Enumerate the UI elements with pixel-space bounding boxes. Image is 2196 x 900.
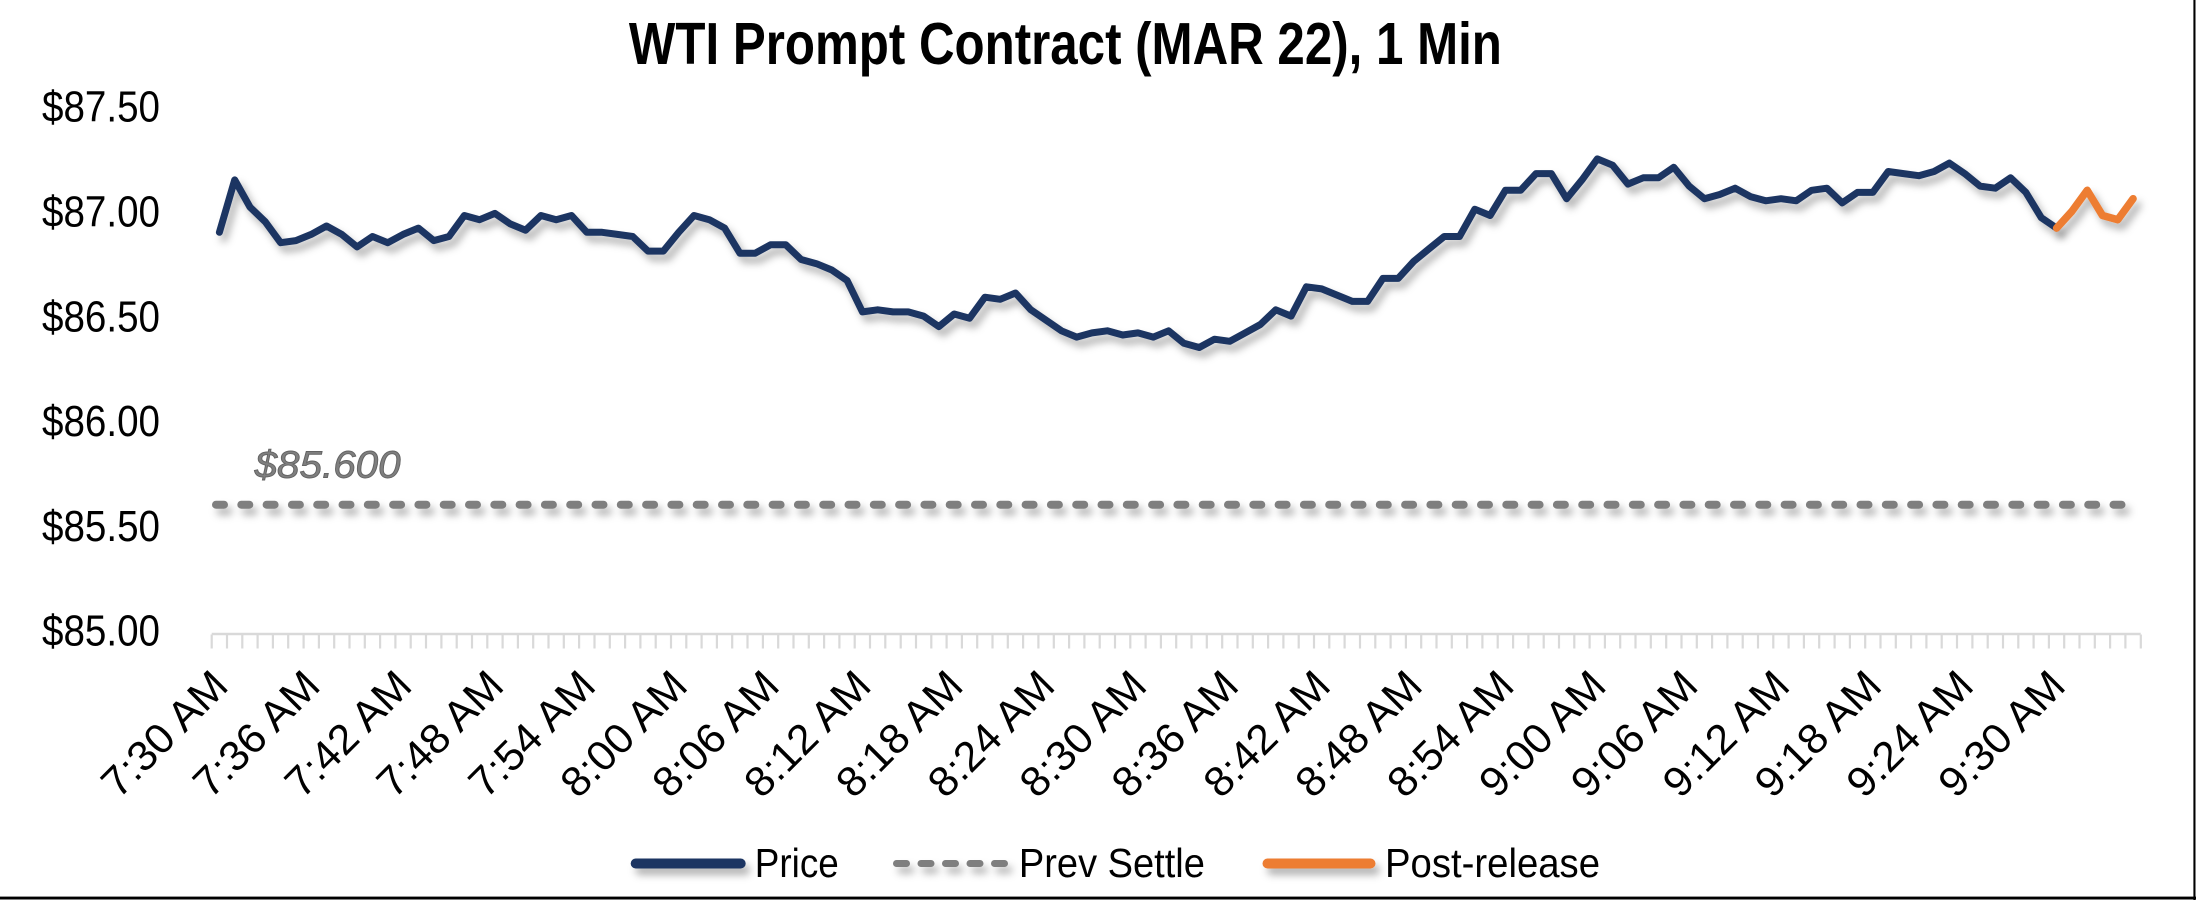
svg-text:$85.600: $85.600 bbox=[254, 445, 401, 487]
svg-text:WTI Prompt Contract (MAR 22),: WTI Prompt Contract (MAR 22), 1 Min bbox=[629, 11, 1502, 77]
svg-text:$87.50: $87.50 bbox=[42, 83, 160, 132]
svg-text:Price: Price bbox=[755, 840, 839, 886]
svg-text:$87.00: $87.00 bbox=[42, 188, 160, 237]
svg-text:Post-release: Post-release bbox=[1385, 840, 1600, 886]
svg-text:$86.50: $86.50 bbox=[42, 292, 160, 341]
svg-text:Prev Settle: Prev Settle bbox=[1019, 840, 1205, 886]
svg-text:$85.00: $85.00 bbox=[42, 607, 160, 656]
svg-text:$86.00: $86.00 bbox=[42, 397, 160, 446]
svg-text:$85.50: $85.50 bbox=[42, 502, 160, 551]
